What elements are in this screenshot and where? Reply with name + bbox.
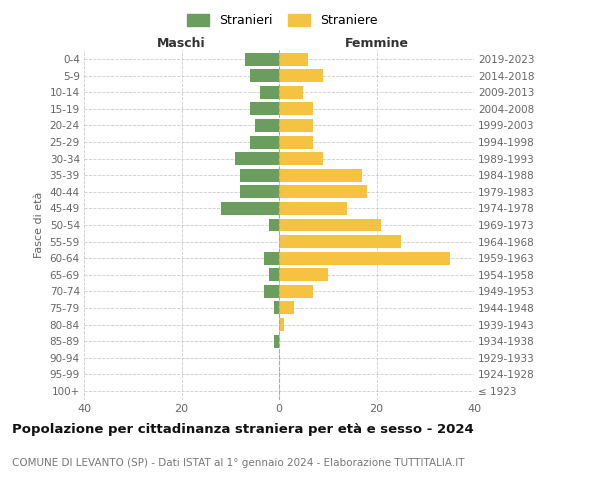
Bar xyxy=(279,268,328,281)
Bar xyxy=(235,152,279,165)
Bar xyxy=(260,86,279,99)
Bar xyxy=(274,334,279,347)
Bar xyxy=(254,119,279,132)
Text: COMUNE DI LEVANTO (SP) - Dati ISTAT al 1° gennaio 2024 - Elaborazione TUTTITALIA: COMUNE DI LEVANTO (SP) - Dati ISTAT al 1… xyxy=(12,458,464,468)
Bar xyxy=(279,285,313,298)
Bar xyxy=(279,86,304,99)
Text: Maschi: Maschi xyxy=(157,37,206,50)
Bar xyxy=(279,186,367,198)
Bar xyxy=(274,302,279,314)
Bar xyxy=(250,69,279,82)
Text: Popolazione per cittadinanza straniera per età e sesso - 2024: Popolazione per cittadinanza straniera p… xyxy=(12,422,474,436)
Bar xyxy=(269,218,279,232)
Bar xyxy=(279,152,323,165)
Bar xyxy=(279,169,362,181)
Bar xyxy=(250,102,279,116)
Legend: Stranieri, Straniere: Stranieri, Straniere xyxy=(182,8,383,32)
Bar xyxy=(279,102,313,116)
Bar xyxy=(279,69,323,82)
Bar xyxy=(279,235,401,248)
Bar xyxy=(250,136,279,148)
Text: Femmine: Femmine xyxy=(344,37,409,50)
Bar xyxy=(279,318,284,331)
Bar xyxy=(279,119,313,132)
Bar xyxy=(279,218,382,232)
Bar xyxy=(265,252,279,264)
Bar xyxy=(279,302,293,314)
Bar xyxy=(221,202,279,215)
Bar xyxy=(240,186,279,198)
Bar xyxy=(245,52,279,66)
Y-axis label: Fasce di età: Fasce di età xyxy=(34,192,44,258)
Bar xyxy=(265,285,279,298)
Bar xyxy=(240,169,279,181)
Bar xyxy=(279,202,347,215)
Bar xyxy=(279,136,313,148)
Bar xyxy=(279,252,449,264)
Bar xyxy=(279,52,308,66)
Bar xyxy=(269,268,279,281)
